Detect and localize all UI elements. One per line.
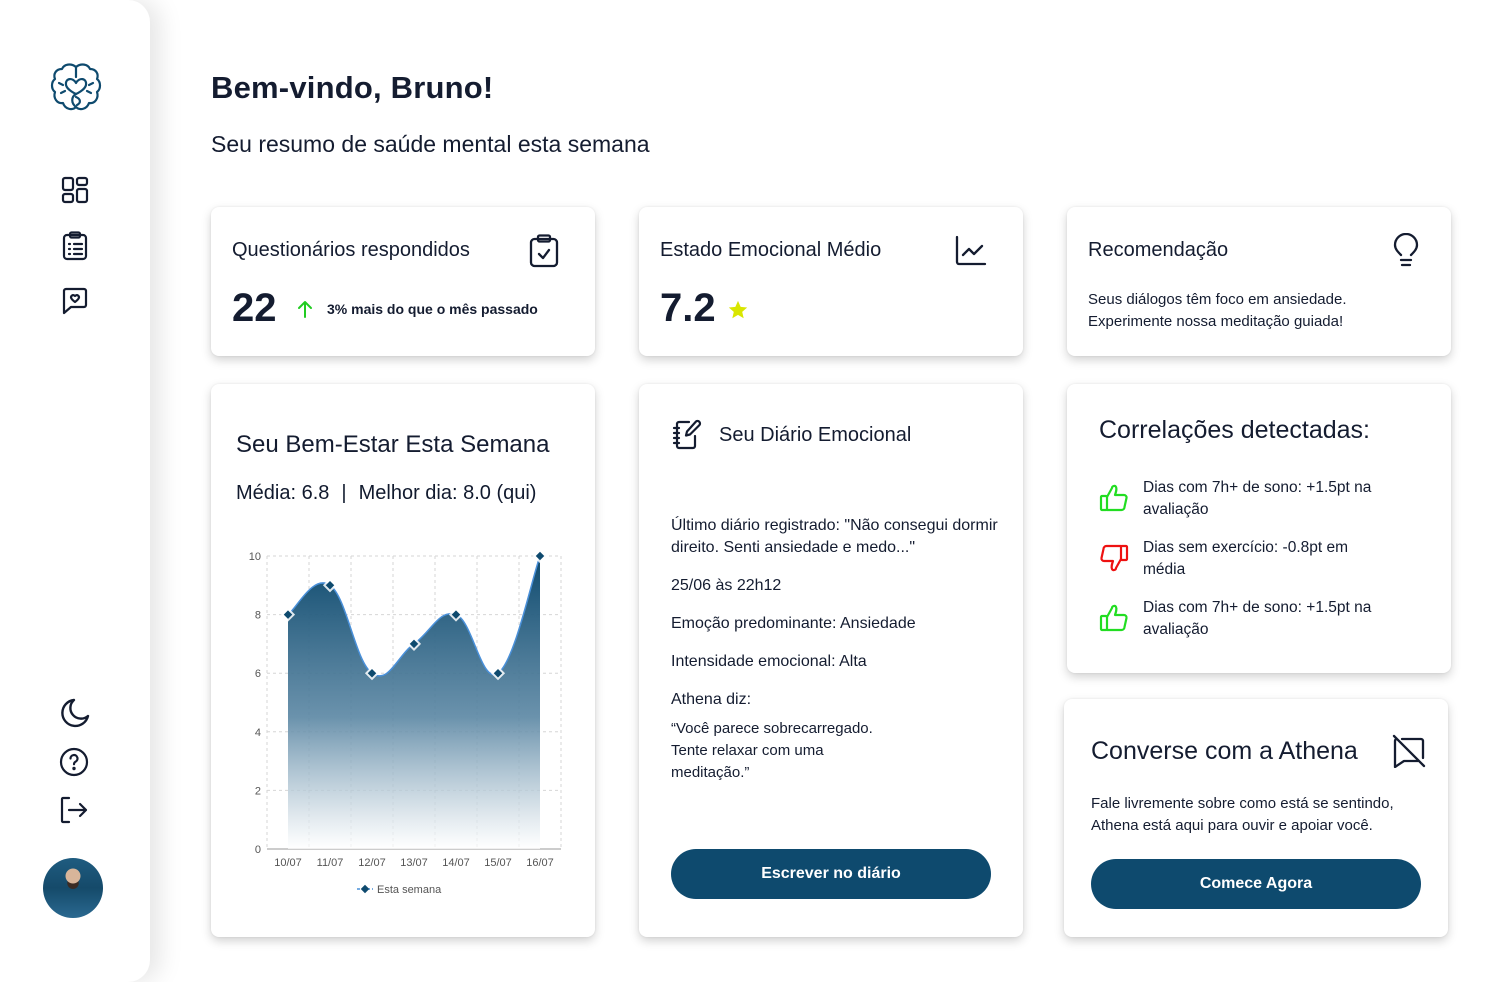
separator: |	[341, 482, 347, 504]
message-off-icon	[1392, 734, 1426, 768]
correlation-text-line-1: Dias sem exercício: -0.8pt em	[1143, 539, 1349, 556]
line-chart-icon	[955, 235, 987, 266]
card-title: Questionários respondidos	[232, 239, 470, 261]
correlation-item: Dias com 7h+ de sono: +1.5pt na avaliaçã…	[1099, 477, 1413, 521]
clipboard-check-icon	[529, 234, 559, 268]
athena-description-line-1: Fale livremente sobre como está se senti…	[1091, 795, 1394, 812]
sidebar-item-dark-mode[interactable]	[58, 696, 92, 730]
wellbeing-chart-card: Seu Bem-Estar Esta Semana Média: 6.8 | M…	[211, 384, 595, 937]
sidebar	[0, 0, 150, 982]
sidebar-item-logout[interactable]	[58, 794, 90, 826]
recommendation-card: Recomendação Seus diálogos têm foco em a…	[1067, 207, 1451, 356]
svg-text:10/07: 10/07	[274, 857, 302, 869]
lightbulb-icon	[1393, 233, 1419, 267]
svg-text:16/07: 16/07	[526, 857, 554, 869]
clipboard-list-icon	[62, 231, 88, 261]
average-label: Média: 6.8	[236, 482, 330, 504]
thumbs-up-icon	[1099, 484, 1128, 512]
notebook-pen-icon	[672, 419, 702, 450]
athena-quote-line-3: meditação.”	[671, 764, 750, 781]
last-entry: Último diário registrado: "Não consegui …	[671, 517, 998, 556]
correlation-item: Dias com 7h+ de sono: +1.5pt na avaliaçã…	[1099, 597, 1413, 641]
moon-icon	[61, 698, 90, 728]
card-title: Correlações detectadas:	[1099, 416, 1370, 444]
svg-text:8: 8	[255, 610, 261, 622]
correlation-text-line-2: média	[1143, 561, 1186, 578]
card-title: Recomendação	[1088, 239, 1229, 261]
correlation-item: Dias sem exercício: -0.8pt em média	[1099, 537, 1413, 581]
correlation-text-line-2: avaliação	[1143, 501, 1209, 518]
predominant-emotion: Emoção predominante: Ansiedade	[671, 615, 916, 632]
sidebar-item-chat[interactable]	[60, 286, 90, 316]
card-title: Converse com a Athena	[1091, 737, 1358, 765]
athena-description-line-2: Athena está aqui para ouvir e apoiar voc…	[1091, 817, 1373, 834]
athena-chat-card: Converse com a Athena Fale livremente so…	[1064, 699, 1448, 937]
svg-text:11/07: 11/07	[317, 857, 344, 869]
recommendation-line-2: Experimente nossa meditação guiada!	[1088, 313, 1344, 330]
trend-text: 3% mais do que o mês passado	[327, 301, 538, 317]
questionnaires-card: Questionários respondidos 22 3% mais do …	[211, 207, 595, 356]
svg-text:0: 0	[255, 844, 261, 856]
svg-text:13/07: 13/07	[400, 857, 428, 869]
emotional-state-value: 7.2	[660, 286, 716, 330]
svg-text:6: 6	[255, 668, 261, 680]
thumbs-down-icon	[1100, 544, 1129, 572]
wellbeing-summary: Média: 6.8 | Melhor dia: 8.0 (qui)	[236, 482, 536, 505]
brain-heart-logo-icon[interactable]	[48, 60, 104, 114]
card-title: Seu Bem-Estar Esta Semana	[236, 431, 550, 458]
emotional-state-card: Estado Emocional Médio 7.2	[639, 207, 1023, 356]
svg-text:Esta semana: Esta semana	[377, 884, 442, 896]
athena-quote-line-2: Tente relaxar com uma	[671, 742, 824, 759]
wellbeing-area-chart: 0 2 4 6 8 10 10/07 11/07 12/07 13/07 14/07 15/07 16/…	[249, 548, 562, 896]
svg-text:15/07: 15/07	[484, 857, 512, 869]
sidebar-item-dashboard[interactable]	[60, 175, 90, 205]
card-title: Seu Diário Emocional	[719, 424, 912, 446]
athena-quote-line-1: “Você parece sobrecarregado.	[671, 720, 873, 737]
arrow-up-icon	[298, 301, 312, 318]
svg-text:2: 2	[255, 785, 261, 797]
entry-datetime: 25/06 às 22h12	[671, 577, 782, 594]
svg-text:12/07: 12/07	[358, 857, 386, 869]
sidebar-item-help[interactable]	[58, 746, 90, 778]
logout-icon	[60, 796, 88, 824]
correlation-text-line-1: Dias com 7h+ de sono: +1.5pt na	[1143, 479, 1372, 496]
athena-says-label: Athena diz:	[671, 691, 752, 708]
svg-text:4: 4	[255, 727, 261, 739]
emotional-diary-card: Seu Diário Emocional Último diário regis…	[639, 384, 1023, 937]
correlation-text-line-1: Dias com 7h+ de sono: +1.5pt na	[1143, 599, 1372, 616]
correlations-card: Correlações detectadas: Dias com 7h+ de …	[1067, 384, 1451, 673]
avatar[interactable]	[43, 858, 103, 918]
write-diary-button[interactable]: Escrever no diário	[671, 849, 991, 899]
help-circle-icon	[59, 747, 89, 777]
recommendation-line-1: Seus diálogos têm foco em ansiedade.	[1088, 291, 1347, 308]
card-title: Estado Emocional Médio	[660, 239, 882, 261]
page-title: Bem-vindo, Bruno!	[211, 70, 494, 105]
chat-heart-icon	[62, 287, 88, 315]
star-icon	[728, 300, 748, 319]
svg-text:10: 10	[249, 551, 261, 563]
sidebar-item-questionnaires[interactable]	[60, 231, 90, 261]
best-day-label: Melhor dia: 8.0 (qui)	[358, 482, 537, 504]
page-subtitle: Seu resumo de saúde mental esta semana	[211, 131, 650, 157]
questionnaires-count: 22	[232, 286, 277, 330]
start-now-button[interactable]: Comece Agora	[1091, 859, 1421, 909]
emotional-intensity: Intensidade emocional: Alta	[671, 653, 867, 670]
svg-text:14/07: 14/07	[442, 857, 470, 869]
dashboard-grid-icon	[61, 176, 89, 204]
correlation-text-line-2: avaliação	[1143, 621, 1209, 638]
thumbs-up-icon	[1099, 604, 1128, 632]
